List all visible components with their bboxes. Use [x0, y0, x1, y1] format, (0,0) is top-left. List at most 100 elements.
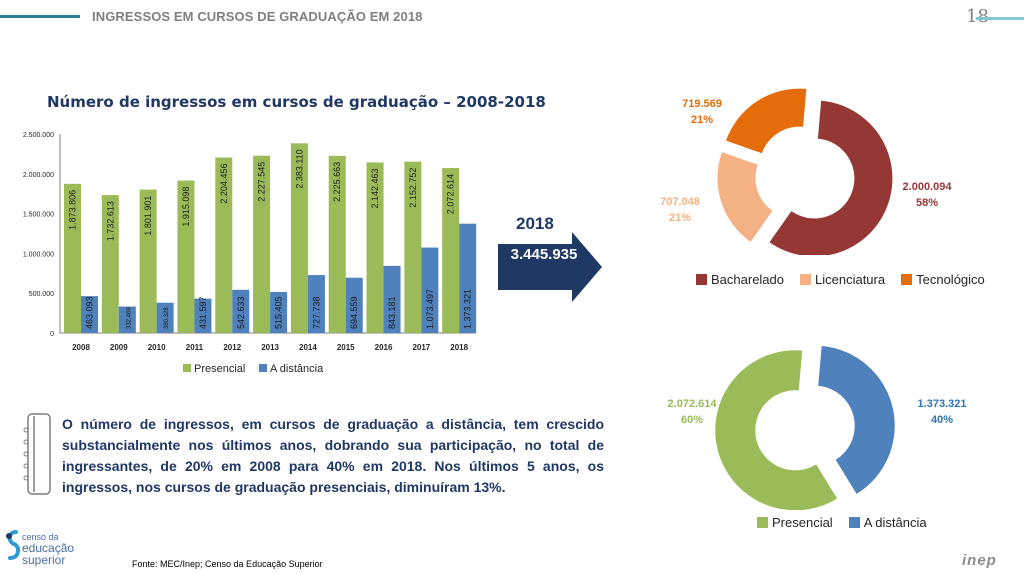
- legend-swatch-distancia: [259, 364, 267, 372]
- legend-swatch-presencial: [757, 517, 768, 528]
- bar-value-label: 2.227.545: [257, 162, 267, 202]
- bar-value-label: 1.915.098: [181, 187, 191, 227]
- bar-distancia-2009: [118, 306, 136, 333]
- bar-presencial-2017: [404, 161, 422, 333]
- donut-label-bacharelado: 2.000.094 58%: [892, 179, 962, 211]
- bar-distancia-2013: [270, 291, 288, 333]
- bar-presencial-2014: [290, 143, 308, 333]
- y-tick-label: 500.000: [29, 291, 54, 298]
- donut-label-distancia: 1.373.321 40%: [910, 396, 974, 428]
- bar-presencial-2013: [253, 155, 271, 333]
- donut-label-presencial: 2.072.614 60%: [660, 396, 724, 428]
- bar-presencial-2015: [328, 155, 346, 333]
- bar-presencial-2018: [442, 168, 460, 333]
- bar-distancia-2017: [421, 247, 439, 333]
- note-text: O número de ingressos, em cursos de grad…: [62, 416, 604, 495]
- donut-slice-presencial: [715, 350, 838, 510]
- bar-presencial-2011: [177, 180, 195, 333]
- x-tick-label: 2009: [110, 343, 128, 352]
- x-tick-label: 2016: [375, 343, 393, 352]
- donut1-legend: Bacharelado Licenciatura Tecnológico: [696, 272, 985, 287]
- bar-presencial-2012: [215, 157, 233, 333]
- bar-value-label: 1.732.613: [105, 201, 115, 241]
- bar-distancia-2010: [156, 302, 174, 333]
- bar-presencial-2009: [101, 195, 119, 333]
- x-tick-label: 2011: [186, 343, 204, 352]
- donut-label-licenciatura: 707.048 21%: [650, 194, 710, 226]
- bar-value-label: 2.072.614: [446, 174, 456, 214]
- bar-value-label: 431.597: [198, 296, 208, 329]
- bar-presencial-2008: [64, 183, 81, 333]
- logo-line-2: educação: [22, 541, 75, 555]
- bar-value-label: 843.181: [387, 296, 397, 329]
- bar-presencial-2010: [139, 189, 157, 333]
- header-accent-line: [0, 15, 80, 18]
- y-tick-label: 0: [50, 331, 54, 338]
- x-tick-label: 2010: [148, 343, 166, 352]
- donut2-legend: Presencial A distância: [757, 515, 927, 530]
- label-value: 2.072.614: [667, 398, 717, 410]
- bar-distancia-2008: [81, 296, 98, 333]
- bar-value-label: 694.559: [349, 296, 359, 329]
- y-tick-label: 1.000.000: [23, 251, 54, 258]
- bar-value-label: 332.469: [126, 307, 132, 329]
- legend-label-tecnologico: Tecnológico: [916, 272, 985, 287]
- summary-total: 3.445.935: [510, 246, 578, 263]
- bar-value-label: 463.093: [85, 296, 95, 329]
- legend-swatch-distancia: [848, 517, 860, 528]
- bar-distancia-2014: [307, 275, 325, 333]
- legend-swatch-licenciatura: [800, 274, 811, 285]
- bar-value-label: 2.204.456: [219, 164, 229, 204]
- slide-title: INGRESSOS EM CURSOS DE GRADUAÇÃO EM 2018: [92, 9, 423, 24]
- arrow-icon: [498, 232, 602, 302]
- legend-swatch-presencial: [183, 364, 191, 372]
- x-tick-label: 2012: [223, 343, 241, 352]
- donut-slice-licenciatura: [717, 152, 773, 242]
- label-value: 2.000.094: [902, 181, 952, 193]
- legend-label-presencial: Presencial: [194, 363, 245, 375]
- header-accent-line-right: [976, 17, 1024, 20]
- summary-year: 2018: [516, 214, 554, 233]
- label-percent: 40%: [930, 414, 954, 426]
- label-percent: 60%: [680, 414, 704, 426]
- label-percent: 21%: [690, 114, 714, 126]
- x-tick-label: 2018: [450, 343, 468, 352]
- x-tick-label: 2014: [299, 343, 317, 352]
- bar-distancia-2015: [345, 277, 363, 333]
- label-value: 719.569: [682, 98, 722, 110]
- bar-value-label: 727.738: [311, 296, 321, 329]
- donut-slice-bacharelado: [769, 100, 893, 255]
- bar-chart: 0 500.000 1.000.000 1.500.000 2.000.000 2.500…: [23, 132, 477, 375]
- donut-slice-distancia: [818, 346, 895, 494]
- legend-label-presencial: Presencial: [772, 515, 833, 530]
- bar-value-label: 1.873.806: [68, 190, 78, 230]
- notebook-icon: [23, 413, 51, 495]
- y-tick-label: 1.500.000: [23, 212, 54, 219]
- x-tick-label: 2017: [412, 343, 430, 352]
- inep-logo: inep: [962, 552, 997, 569]
- y-tick-label: 2.500.000: [23, 132, 54, 139]
- bar-value-label: 2.142.463: [370, 168, 380, 208]
- bar-value-label: 2.383.110: [294, 149, 304, 188]
- bar-value-label: 1.373.321: [463, 289, 473, 329]
- bar-distancia-2018: [459, 223, 477, 333]
- legend-swatch-bacharelado: [696, 274, 707, 285]
- bar-value-label: 1.073.497: [425, 289, 435, 329]
- censo-logo-icon: [6, 530, 21, 560]
- page-number: 18: [966, 6, 989, 27]
- bar-distancia-2011: [194, 298, 212, 333]
- bar-distancia-2012: [232, 289, 250, 333]
- source-note: Fonte: MEC/Inep; Censo da Educação Super…: [132, 559, 323, 569]
- x-tick-label: 2008: [72, 343, 90, 352]
- donut-chart-course-type: [717, 88, 893, 255]
- legend-label-bacharelado: Bacharelado: [711, 272, 784, 287]
- label-percent: 21%: [668, 212, 692, 224]
- y-tick-label: 2.000.000: [23, 172, 54, 179]
- x-tick-label: 2015: [337, 343, 355, 352]
- x-tick-label: 2013: [261, 343, 279, 352]
- censo-logo-text: censo da educação superior: [22, 532, 74, 566]
- bar-value-label: 515.405: [274, 296, 284, 329]
- bar-presencial-2016: [366, 162, 384, 333]
- donut-label-tecnologico: 719.569 21%: [672, 96, 732, 128]
- donut-chart-modality: [715, 346, 895, 510]
